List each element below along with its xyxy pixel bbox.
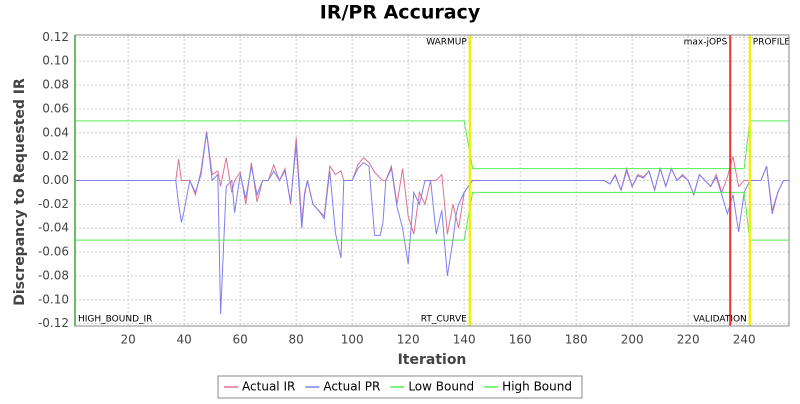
y-tick-label: 0.12 — [42, 30, 69, 44]
x-tick-label: 160 — [509, 333, 532, 347]
x-tick-label: 180 — [565, 333, 588, 347]
y-tick-label: -0.12 — [38, 316, 69, 330]
y-axis-title: Discrepancy to Requested IR — [12, 78, 28, 306]
x-tick-label: 80 — [289, 333, 304, 347]
marker-label: HIGH_BOUND_IR — [78, 315, 152, 325]
x-tick-label: 220 — [677, 333, 700, 347]
marker-label: max-jOPS — [684, 38, 728, 48]
x-tick-label: 240 — [733, 333, 756, 347]
marker-label: WARMUP — [426, 38, 467, 48]
legend: Actual IR Actual PR Low Bound High Bound — [217, 375, 583, 399]
x-tick-label: 100 — [341, 333, 364, 347]
y-tick-label: -0.06 — [38, 245, 69, 259]
y-tick-label: -0.02 — [38, 197, 69, 211]
legend-label: Low Bound — [408, 380, 474, 394]
y-tick-label: -0.04 — [38, 221, 69, 235]
x-tick-label: 120 — [397, 333, 420, 347]
x-axis-title: Iteration — [398, 352, 467, 368]
x-tick-label: 20 — [121, 333, 136, 347]
y-tick-label: -0.08 — [38, 268, 69, 282]
legend-item: High Bound — [484, 380, 572, 394]
y-tick-label: 0.02 — [42, 149, 69, 163]
x-tick-label: 60 — [233, 333, 248, 347]
marker-label: RT_CURVE — [421, 315, 467, 325]
series-line — [75, 120, 789, 170]
marker-label: PROFILE — [753, 38, 791, 48]
y-tick-label: 0.06 — [42, 101, 69, 115]
y-tick-label: 0.04 — [42, 125, 69, 139]
legend-label: Actual PR — [323, 380, 380, 394]
chart-title: IR/PR Accuracy — [320, 2, 481, 24]
legend-item: Actual PR — [305, 380, 380, 394]
plot-border — [74, 34, 790, 327]
y-tick-label: -0.10 — [38, 292, 69, 306]
y-tick-label: 0.10 — [42, 54, 69, 68]
x-tick-label: 140 — [453, 333, 476, 347]
legend-label: High Bound — [502, 380, 572, 394]
y-tick-label: 0.08 — [42, 78, 69, 92]
legend-item: Low Bound — [390, 380, 474, 394]
legend-item: Actual IR — [224, 380, 295, 394]
legend-box — [217, 375, 583, 399]
y-tick-label: 0.00 — [42, 173, 69, 187]
marker-label: VALIDATION — [693, 315, 747, 325]
legend-label: Actual IR — [242, 380, 295, 394]
x-tick-label: 200 — [621, 333, 644, 347]
series-line — [75, 132, 789, 315]
series-line — [75, 191, 789, 241]
x-tick-label: 40 — [177, 333, 192, 347]
